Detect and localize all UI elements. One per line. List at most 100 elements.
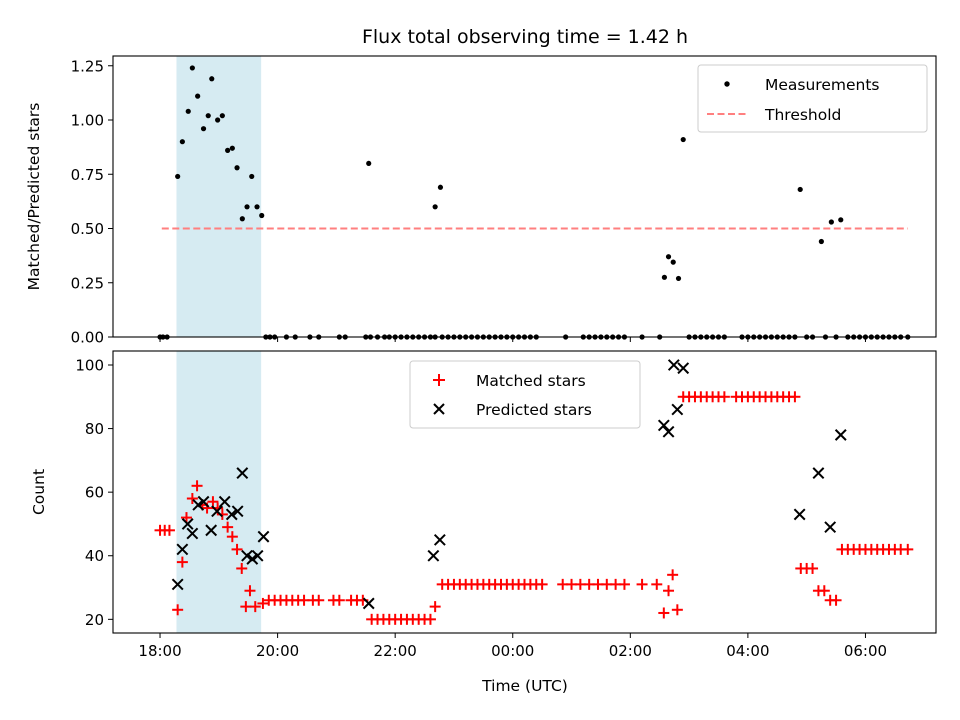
x-tick-label: 06:00 <box>844 642 887 660</box>
predicted-star-point <box>241 549 253 562</box>
predicted-star-point <box>211 505 223 518</box>
predicted-star-points <box>171 359 847 610</box>
predicted-star-point <box>225 508 238 521</box>
matched-star-point <box>663 585 675 597</box>
matched-star-point <box>902 543 914 555</box>
legend-predicted-marker <box>433 403 445 415</box>
measurement-point <box>200 126 207 132</box>
predicted-star-point <box>218 495 231 508</box>
matched-star-point <box>807 562 819 574</box>
measurement-point <box>219 113 225 119</box>
measurement-point <box>225 147 231 153</box>
matched-star-point <box>231 543 243 555</box>
measurement-point <box>675 275 682 282</box>
y-tick-label: 1.25 <box>71 57 104 75</box>
matched-star-point <box>830 594 842 606</box>
ratio-y-axis-ticks: 0.00 0.25 0.50 0.75 1.00 1.25 <box>71 57 113 347</box>
matched-star-point <box>636 578 648 590</box>
measurement-point <box>179 139 185 145</box>
matched-star-points <box>154 391 914 625</box>
predicted-star-point <box>186 527 199 540</box>
measurement-point <box>185 108 191 114</box>
predicted-star-point <box>662 425 675 438</box>
measurement-point <box>828 219 834 225</box>
measurement-point <box>670 259 676 265</box>
predicted-star-point <box>834 429 847 441</box>
count-panel: 20 40 60 80 100 18:00 20:00 22:00 00:00 02:00 04:… <box>30 350 937 695</box>
measurement-points <box>157 65 911 340</box>
predicted-star-point <box>677 362 690 375</box>
predicted-star-point <box>257 530 270 543</box>
x-tick-label: 20:00 <box>256 642 299 660</box>
predicted-star-point <box>812 467 825 479</box>
matched-star-point <box>207 496 219 508</box>
measurement-point <box>209 76 215 82</box>
observing-window-shade <box>176 56 262 337</box>
predicted-star-point <box>671 403 684 416</box>
matched-star-point <box>618 578 630 590</box>
count-panel-frame <box>112 350 937 634</box>
measurement-point <box>215 117 221 123</box>
matched-star-point <box>536 578 548 590</box>
observing-window-shade <box>176 351 262 633</box>
y-tick-label: 0.50 <box>71 220 104 238</box>
matched-star-point <box>222 521 234 533</box>
measurement-point <box>661 274 668 280</box>
measurement-point <box>818 238 824 245</box>
chart-title: Flux total observing time = 1.42 h <box>362 26 688 48</box>
measurement-point <box>249 173 255 180</box>
measurement-point <box>254 204 260 210</box>
predicted-star-point <box>171 578 184 591</box>
y-tick-label: 0.75 <box>71 166 104 184</box>
matched-star-point <box>244 585 256 597</box>
matched-star-point <box>216 508 228 520</box>
matched-star-point <box>240 601 252 613</box>
matched-star-point <box>429 601 441 613</box>
measurement-point <box>189 65 195 71</box>
measurement-point <box>437 184 444 190</box>
matched-star-point <box>667 569 679 581</box>
matched-star-point <box>313 594 325 606</box>
matched-star-point <box>651 578 663 590</box>
predicted-star-point <box>433 533 446 546</box>
matched-star-point <box>176 556 188 568</box>
legend-matched-label: Matched stars <box>476 372 586 390</box>
x-tick-label: 00:00 <box>491 642 534 660</box>
measurement-point <box>680 136 686 143</box>
predicted-star-point <box>205 524 218 537</box>
measurement-point <box>665 254 672 260</box>
count-y-axis-label: Count <box>30 469 48 515</box>
matched-star-point <box>172 604 184 616</box>
y-tick-label: 20 <box>85 611 104 629</box>
y-tick-label: 80 <box>85 420 104 438</box>
predicted-star-point <box>793 508 806 521</box>
matched-star-point <box>226 531 238 543</box>
predicted-star-point <box>231 505 244 518</box>
matched-star-point <box>236 562 248 574</box>
measurement-point <box>244 204 250 210</box>
matched-star-point <box>191 480 203 492</box>
predicted-star-point <box>236 467 249 479</box>
x-tick-label: 18:00 <box>138 642 181 660</box>
x-tick-label: 22:00 <box>374 642 417 660</box>
matched-star-point <box>186 493 198 505</box>
matched-star-point <box>818 585 830 597</box>
measurement-point <box>259 212 265 219</box>
measurement-point <box>229 145 235 151</box>
predicted-star-point <box>362 597 375 610</box>
predicted-star-point <box>181 518 194 530</box>
measurement-point <box>239 216 245 222</box>
y-tick-label: 0.25 <box>71 274 104 292</box>
x-tick-label: 02:00 <box>609 642 652 660</box>
legend-predicted-label: Predicted stars <box>476 401 592 419</box>
matched-star-point <box>789 391 801 403</box>
matched-star-point <box>333 594 345 606</box>
matched-star-point <box>718 391 730 403</box>
y-tick-label: 60 <box>85 484 104 502</box>
legend-threshold-label: Threshold <box>764 106 841 124</box>
predicted-star-point <box>197 495 210 508</box>
predicted-star-point <box>251 549 264 562</box>
count-legend-frame <box>409 360 641 429</box>
measurement-point <box>797 186 803 193</box>
